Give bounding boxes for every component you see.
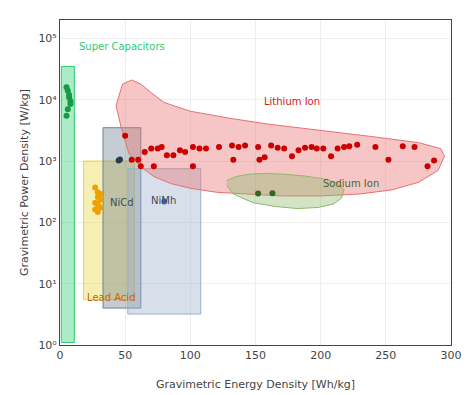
- svg-text:NiMh: NiMh: [151, 195, 176, 206]
- svg-text:10⁵: 10⁵: [38, 32, 56, 45]
- svg-text:0: 0: [57, 349, 64, 362]
- svg-text:Gravimetric Energy Density [Wh: Gravimetric Energy Density [Wh/kg]: [156, 378, 355, 391]
- svg-text:Super Capacitors: Super Capacitors: [79, 41, 165, 52]
- svg-text:Lead Acid: Lead Acid: [87, 292, 136, 303]
- svg-text:10³: 10³: [38, 155, 56, 168]
- svg-text:10²: 10²: [38, 216, 56, 229]
- svg-text:250: 250: [375, 349, 396, 362]
- svg-text:150: 150: [245, 349, 266, 362]
- svg-text:200: 200: [310, 349, 331, 362]
- svg-text:10⁴: 10⁴: [38, 94, 57, 107]
- svg-text:10⁰: 10⁰: [38, 339, 57, 352]
- svg-text:Lithium Ion: Lithium Ion: [264, 96, 320, 107]
- svg-text:100: 100: [180, 349, 201, 362]
- svg-text:300: 300: [441, 349, 462, 362]
- svg-text:Sodium Ion: Sodium Ion: [323, 178, 379, 189]
- svg-text:10¹: 10¹: [38, 278, 56, 291]
- svg-text:50: 50: [118, 349, 132, 362]
- svg-text:Gravimetric Power Density [W/k: Gravimetric Power Density [W/kg]: [18, 89, 31, 276]
- svg-text:NiCd: NiCd: [110, 197, 134, 208]
